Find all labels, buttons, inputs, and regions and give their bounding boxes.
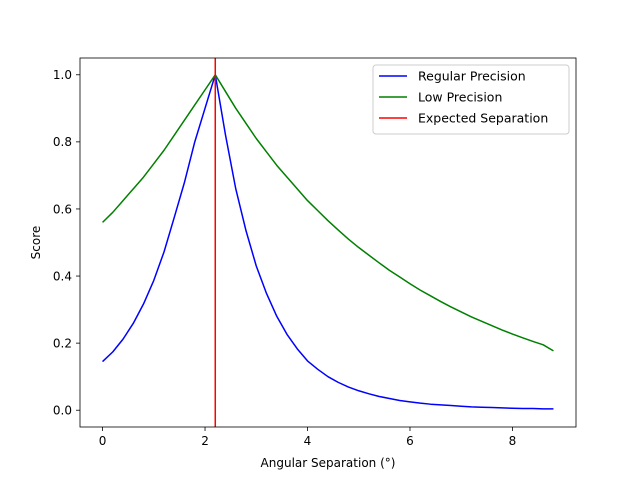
plot-area: [102, 58, 554, 427]
y-tick-label: 0.0: [53, 404, 72, 418]
legend-box: [372, 64, 570, 135]
y-tick-label: 0.6: [53, 202, 72, 216]
x-tick-label: 0: [99, 434, 107, 448]
y-tick-label: 1.0: [53, 68, 72, 82]
legend-label-regular-precision: Regular Precision: [418, 69, 526, 84]
x-tick-label: 8: [509, 434, 517, 448]
y-axis-label: Score: [29, 226, 43, 260]
series-line-low-precision: [102, 74, 554, 352]
legend-label-low-precision: Low Precision: [418, 90, 502, 105]
x-tick-label: 6: [406, 434, 414, 448]
axes-frame: [79, 57, 577, 428]
x-tick-label: 4: [304, 434, 312, 448]
legend: Regular Precision Low Precision Expected S…: [372, 64, 570, 135]
x-axis-label: Angular Separation (°): [261, 456, 396, 470]
axes: 0 2 4 6 8 0.0 0.2 0.4 0.6 0.8 1.0: [53, 57, 577, 448]
legend-label-expected-separation: Expected Separation: [418, 111, 548, 126]
y-tick-label: 0.8: [53, 135, 72, 149]
y-tick-label: 0.4: [53, 269, 72, 283]
series-line-regular-precision: [102, 74, 554, 410]
x-tick-label: 2: [201, 434, 209, 448]
y-tick-label: 0.2: [53, 336, 72, 350]
